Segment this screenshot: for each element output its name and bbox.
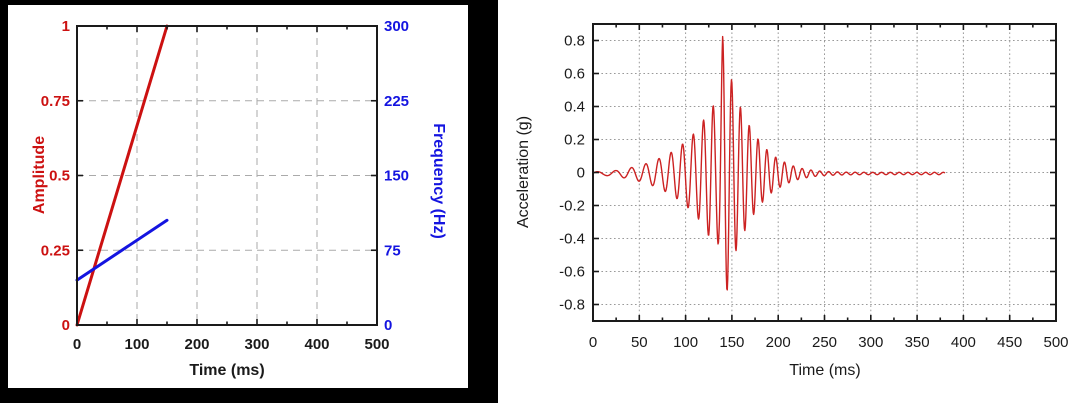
- amplitude-tick-label: 0.25: [41, 242, 70, 259]
- acceleration-tick-label: 0.8: [564, 33, 585, 50]
- amplitude-axis-label: Amplitude: [31, 135, 48, 215]
- frequency-tick-label: 150: [384, 168, 409, 185]
- time-tick-label: 150: [719, 334, 744, 351]
- acceleration-tick-label: -0.4: [559, 231, 585, 248]
- time-tick-label: 100: [124, 336, 149, 353]
- time-tick-label: 300: [244, 336, 269, 353]
- left-time-axis-label: Time (ms): [189, 362, 265, 379]
- amplitude-tick-label: 0.5: [49, 168, 70, 185]
- left-chart-svg: 0 0.25 0.5 0.75 1 0 75 150 225 300 0 100 200 300 400 50…: [41, 18, 409, 353]
- right-time-axis-label: Time (ms): [789, 362, 861, 379]
- time-tick-label: 250: [812, 334, 837, 351]
- acceleration-tick-label: -0.8: [559, 297, 585, 314]
- acceleration-waveform: [592, 35, 946, 291]
- time-tick-label: 400: [304, 336, 329, 353]
- amplitude-tick-label: 0: [62, 317, 70, 334]
- amplitude-tick-label: 0.75: [41, 93, 70, 110]
- acceleration-axis-label: Acceleration (g): [515, 115, 532, 229]
- acceleration-tick-label: 0.2: [564, 132, 585, 149]
- frequency-tick-label: 225: [384, 93, 409, 110]
- time-tick-label: 200: [184, 336, 209, 353]
- right-chart: 0.8 0.6 0.4 0.2 0 -0.2 -0.4 -0.6 -0.8 0 50 100 150 20…: [505, 0, 1086, 405]
- time-tick-label: 300: [858, 334, 883, 351]
- time-tick-label: 350: [905, 334, 930, 351]
- time-tick-label: 0: [589, 334, 597, 351]
- time-tick-label: 400: [951, 334, 976, 351]
- right-chart-svg: 0.8 0.6 0.4 0.2 0 -0.2 -0.4 -0.6 -0.8 0 50 100 150 20…: [559, 23, 1069, 351]
- time-tick-label: 500: [364, 336, 389, 353]
- frequency-axis-label: Frequency (Hz): [430, 123, 447, 239]
- acceleration-tick-label: -0.6: [559, 264, 585, 281]
- frequency-tick-label: 75: [384, 242, 401, 259]
- left-panel-frame: 0 0.25 0.5 0.75 1 0 75 150 225 300 0 100 200 300 400 50…: [0, 0, 498, 403]
- acceleration-tick-label: 0: [577, 165, 585, 182]
- time-tick-label: 50: [631, 334, 648, 351]
- acceleration-tick-label: 0.6: [564, 66, 585, 83]
- frequency-tick-label: 0: [384, 317, 392, 334]
- left-chart: 0 0.25 0.5 0.75 1 0 75 150 225 300 0 100 200 300 400 50…: [8, 5, 468, 388]
- frequency-tick-label: 300: [384, 18, 409, 35]
- time-tick-label: 0: [73, 336, 81, 353]
- time-tick-label: 500: [1043, 334, 1068, 351]
- time-tick-label: 450: [997, 334, 1022, 351]
- acceleration-tick-label: 0.4: [564, 99, 585, 116]
- frequency-sweep-line: [75, 218, 169, 282]
- amplitude-ramp-line: [75, 24, 169, 327]
- time-tick-label: 200: [766, 334, 791, 351]
- amplitude-tick-label: 1: [62, 18, 70, 35]
- time-tick-label: 100: [673, 334, 698, 351]
- acceleration-tick-label: -0.2: [559, 198, 585, 215]
